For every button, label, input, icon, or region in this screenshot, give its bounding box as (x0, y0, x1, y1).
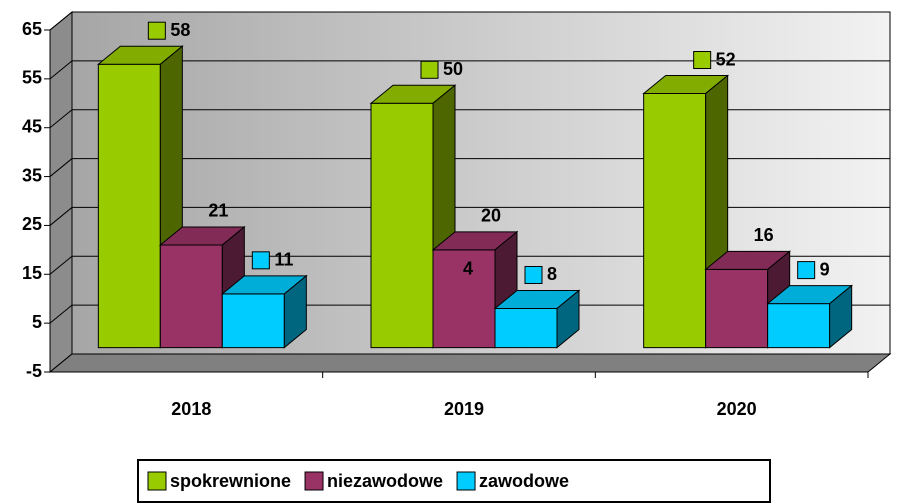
grid-line (49, 11, 73, 31)
y-tick-label: -5 (26, 361, 42, 381)
bar-side (283, 274, 307, 349)
label-key (147, 21, 166, 40)
grid-line (49, 158, 73, 177)
x-tick-label: 2019 (444, 399, 484, 419)
label-key (524, 265, 543, 284)
bar-front (643, 93, 707, 349)
data-label: 58 (170, 20, 190, 40)
y-tick-label: 15 (22, 263, 42, 283)
grid-line (49, 255, 73, 275)
bar-side (829, 284, 853, 349)
legend-label: zawodowe (479, 471, 569, 491)
bar-front (159, 244, 223, 349)
bar-front (97, 63, 161, 349)
data-label: 8 (547, 264, 557, 284)
data-label: 50 (443, 59, 463, 79)
side-wall (49, 10, 73, 374)
bar-front (767, 303, 831, 349)
y-tick-label: 35 (22, 165, 42, 185)
legend-key (147, 471, 167, 491)
y-tick-label: 55 (22, 68, 42, 88)
data-label: 11 (274, 250, 293, 270)
bar-front (494, 307, 558, 349)
data-label: 20 (481, 206, 501, 226)
floor (48, 353, 892, 373)
label-key (797, 261, 816, 280)
legend-label: spokrewnione (170, 471, 291, 491)
grid-line (49, 207, 73, 226)
data-label: 16 (754, 225, 774, 245)
data-label: 9 (820, 259, 830, 279)
bar (493, 289, 581, 349)
y-tick-label: 5 (32, 312, 42, 332)
bar (220, 274, 308, 349)
bar-front (370, 102, 434, 349)
bar (431, 230, 519, 349)
data-label: 21 (208, 201, 228, 221)
legend-label: niezawodowe (327, 471, 443, 491)
label-key (251, 251, 270, 270)
y-tick-label: 25 (22, 214, 42, 234)
bar-front (221, 293, 285, 349)
grid-line (49, 109, 73, 129)
grid-line (49, 60, 73, 80)
label-key (693, 51, 712, 70)
grid-line (49, 304, 73, 324)
label-key (420, 60, 439, 79)
legend-key (304, 471, 324, 491)
data-label: 52 (716, 49, 736, 69)
legend (137, 459, 771, 503)
x-tick-label: 2020 (717, 399, 757, 419)
annotation: 4 (463, 259, 473, 279)
bar (766, 284, 854, 349)
legend-key (456, 471, 476, 491)
y-tick-label: 45 (22, 116, 42, 136)
bar-side (556, 289, 580, 349)
y-tick-label: 65 (22, 19, 42, 39)
x-tick-label: 2018 (171, 399, 211, 419)
bar-front (705, 268, 769, 349)
